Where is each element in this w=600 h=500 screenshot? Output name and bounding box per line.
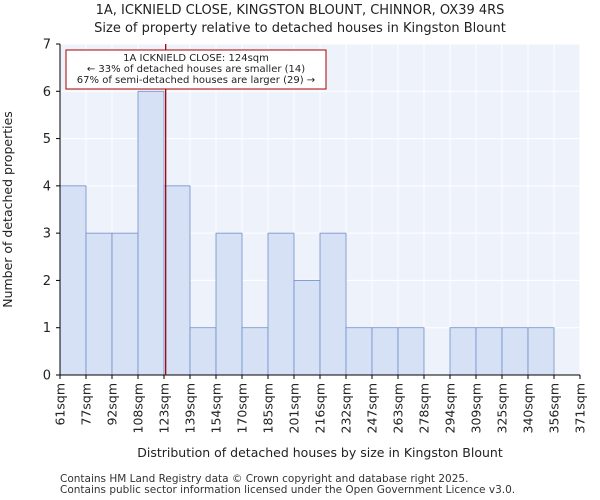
bar xyxy=(111,232,139,376)
x-tick-label: 232sqm xyxy=(339,383,354,433)
bar xyxy=(319,232,347,376)
x-tick-label: 356sqm xyxy=(547,383,562,433)
x-tick-label: 278sqm xyxy=(417,383,432,433)
x-tick-label: 371sqm xyxy=(573,383,588,433)
x-tick-label: 247sqm xyxy=(365,383,380,433)
bar xyxy=(397,327,425,376)
y-tick-label: 5 xyxy=(43,132,51,147)
x-tick-label: 170sqm xyxy=(235,383,250,433)
annotation-line-2: ← 33% of detached houses are smaller (14… xyxy=(87,64,305,75)
x-tick-label: 61sqm xyxy=(53,383,68,426)
chart-title: Size of property relative to detached ho… xyxy=(94,21,506,36)
y-tick-label: 0 xyxy=(43,369,51,384)
y-tick-label: 2 xyxy=(43,274,51,289)
annotation-border xyxy=(65,49,327,90)
x-axis-label: Distribution of detached houses by size … xyxy=(137,445,503,460)
annotation-box: 1A ICKNIELD CLOSE: 124sqm ← 33% of detac… xyxy=(65,49,327,90)
bar xyxy=(371,327,399,376)
bar xyxy=(475,327,503,376)
annotation-line-1: 1A ICKNIELD CLOSE: 124sqm xyxy=(123,53,269,64)
y-tick-label: 1 xyxy=(43,321,51,336)
annotation-line-3: 67% of semi-detached houses are larger (… xyxy=(77,75,315,86)
x-tick-label: 108sqm xyxy=(131,383,146,433)
footer-copyright: Contains HM Land Registry data © Crown c… xyxy=(60,473,469,485)
x-tick-label: 77sqm xyxy=(79,383,94,426)
bar xyxy=(527,327,555,376)
x-tick-label: 139sqm xyxy=(183,383,198,433)
y-axis-ticks: 0 1 2 3 4 5 6 7 xyxy=(43,38,60,384)
x-tick-label: 154sqm xyxy=(209,383,224,433)
x-axis-ticks: 61sqm 77sqm 92sqm 108sqm 123sqm 139sqm 154sqm 1… xyxy=(53,375,588,433)
x-tick-label: 309sqm xyxy=(469,383,484,433)
bar xyxy=(59,185,87,376)
bar xyxy=(345,327,373,376)
x-tick-label: 92sqm xyxy=(105,383,120,426)
y-axis-label: Number of detached properties xyxy=(0,111,15,308)
y-tick-label: 4 xyxy=(43,179,51,194)
chart-title-address: 1A, ICKNIELD CLOSE, KINGSTON BLOUNT, CHI… xyxy=(95,3,505,18)
bar xyxy=(189,327,217,376)
x-tick-label: 185sqm xyxy=(261,383,276,433)
x-tick-label: 216sqm xyxy=(313,383,328,433)
x-tick-label: 263sqm xyxy=(391,383,406,433)
bar xyxy=(85,232,113,376)
bar xyxy=(267,232,295,376)
footer-licence: Contains public sector information licen… xyxy=(60,484,516,496)
bar xyxy=(293,280,321,376)
y-tick-label: 6 xyxy=(43,85,51,100)
bar xyxy=(241,327,269,376)
x-tick-label: 294sqm xyxy=(443,383,458,433)
y-tick-label: 3 xyxy=(43,227,51,242)
bar xyxy=(137,90,165,376)
x-tick-label: 325sqm xyxy=(495,383,510,433)
x-tick-label: 201sqm xyxy=(287,383,302,433)
bar xyxy=(215,232,243,376)
bar xyxy=(501,327,529,376)
y-tick-label: 7 xyxy=(43,38,51,53)
bars xyxy=(59,90,555,376)
x-tick-label: 340sqm xyxy=(521,383,536,433)
x-tick-label: 123sqm xyxy=(157,383,172,433)
bar xyxy=(449,327,477,376)
bar xyxy=(163,185,191,376)
